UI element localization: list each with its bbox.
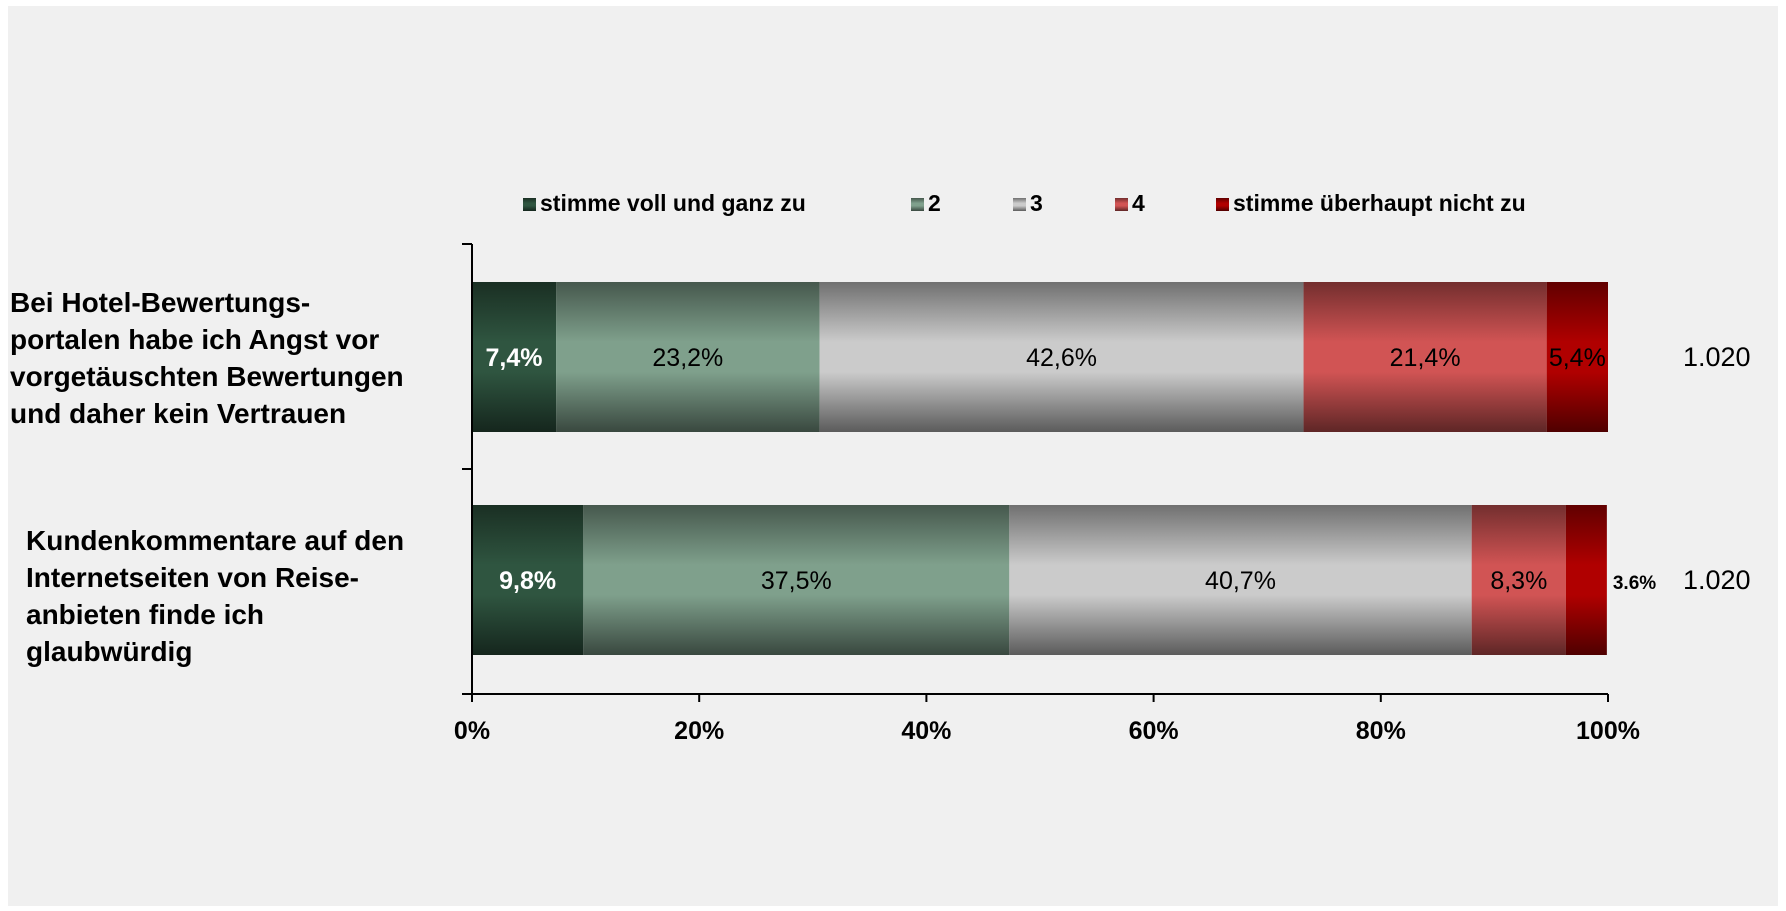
category-label-line: portalen habe ich Angst vor	[10, 324, 379, 355]
chart-panel: stimme voll und ganz zu 2 3 4 stimme überhau…	[8, 6, 1778, 906]
bar-segment	[556, 282, 820, 432]
legend-swatch	[1216, 198, 1229, 211]
bar-value-label: 5,4%	[1549, 344, 1606, 372]
legend-label: stimme überhaupt nicht zu	[1233, 190, 1526, 216]
bar-segment	[1471, 505, 1566, 655]
category-label-line: anbieten finde ich	[26, 599, 264, 630]
bar-segment	[1009, 505, 1472, 655]
legend-label: 3	[1030, 190, 1043, 216]
axes: 0% 20% 40% 60% 80% 100%	[454, 243, 1640, 745]
n-labels: 1.020 1.020	[1683, 342, 1751, 595]
legend-swatch	[523, 198, 536, 211]
legend: stimme voll und ganz zu 2 3 4 stimme überhau…	[523, 190, 1526, 216]
x-tick-label: 40%	[901, 717, 951, 745]
bar-value-label: 9,8%	[499, 567, 556, 595]
legend-swatch	[911, 198, 924, 211]
legend-label: 4	[1132, 190, 1145, 216]
bar-value-label: 37,5%	[761, 567, 832, 595]
bar-value-label: 23,2%	[652, 344, 723, 372]
x-tick-label: 80%	[1356, 717, 1406, 745]
bar-segment	[819, 282, 1304, 432]
category-label-line: glaubwürdig	[26, 636, 192, 667]
bars: 7,4% 23,2% 42,6% 21,4% 5,4% 9,8% 37,5% 40,7% 8,3…	[472, 282, 1656, 655]
category-label: Bei Hotel-Bewertungs-portalen habe ich A…	[10, 287, 404, 429]
category-label-line: vorgetäuschten Bewertungen	[10, 361, 404, 392]
category-label-line: Internetseiten von Reise-	[26, 562, 359, 593]
sample-size-label: 1.020	[1683, 342, 1751, 372]
x-tick-label: 20%	[674, 717, 724, 745]
bar-segment	[1546, 282, 1608, 432]
legend-swatch	[1115, 198, 1128, 211]
bar-value-label: 42,6%	[1026, 344, 1097, 372]
x-tick-label: 60%	[1129, 717, 1179, 745]
sample-size-label: 1.020	[1683, 565, 1751, 595]
category-label-line: Kundenkommentare auf den	[26, 525, 404, 556]
category-label-line: Bei Hotel-Bewertungs-	[10, 287, 310, 318]
legend-label: 2	[928, 190, 941, 216]
bar-value-label: 40,7%	[1205, 567, 1276, 595]
bar-value-label: 21,4%	[1390, 344, 1461, 372]
bar-segment	[472, 282, 557, 432]
bar-segment	[472, 505, 584, 655]
category-label-line: und daher kein Vertrauen	[10, 398, 346, 429]
legend-swatch	[1013, 198, 1026, 211]
bar-segment	[1303, 282, 1547, 432]
x-tick-label: 0%	[454, 717, 490, 745]
bar-value-label: 8,3%	[1490, 567, 1547, 595]
bar-value-label: 7,4%	[486, 344, 543, 372]
legend-label: stimme voll und ganz zu	[540, 190, 806, 216]
stacked-bar-chart: stimme voll und ganz zu 2 3 4 stimme überhau…	[10, 190, 1751, 745]
x-tick-label: 100%	[1576, 717, 1640, 745]
bar-segment	[1565, 505, 1607, 655]
category-label: Kundenkommentare auf den Internetseiten v…	[26, 525, 404, 667]
bar-value-label: 3.6%	[1613, 573, 1656, 594]
bar-segment	[583, 505, 1010, 655]
category-labels: Bei Hotel-Bewertungs-portalen habe ich A…	[10, 287, 404, 667]
